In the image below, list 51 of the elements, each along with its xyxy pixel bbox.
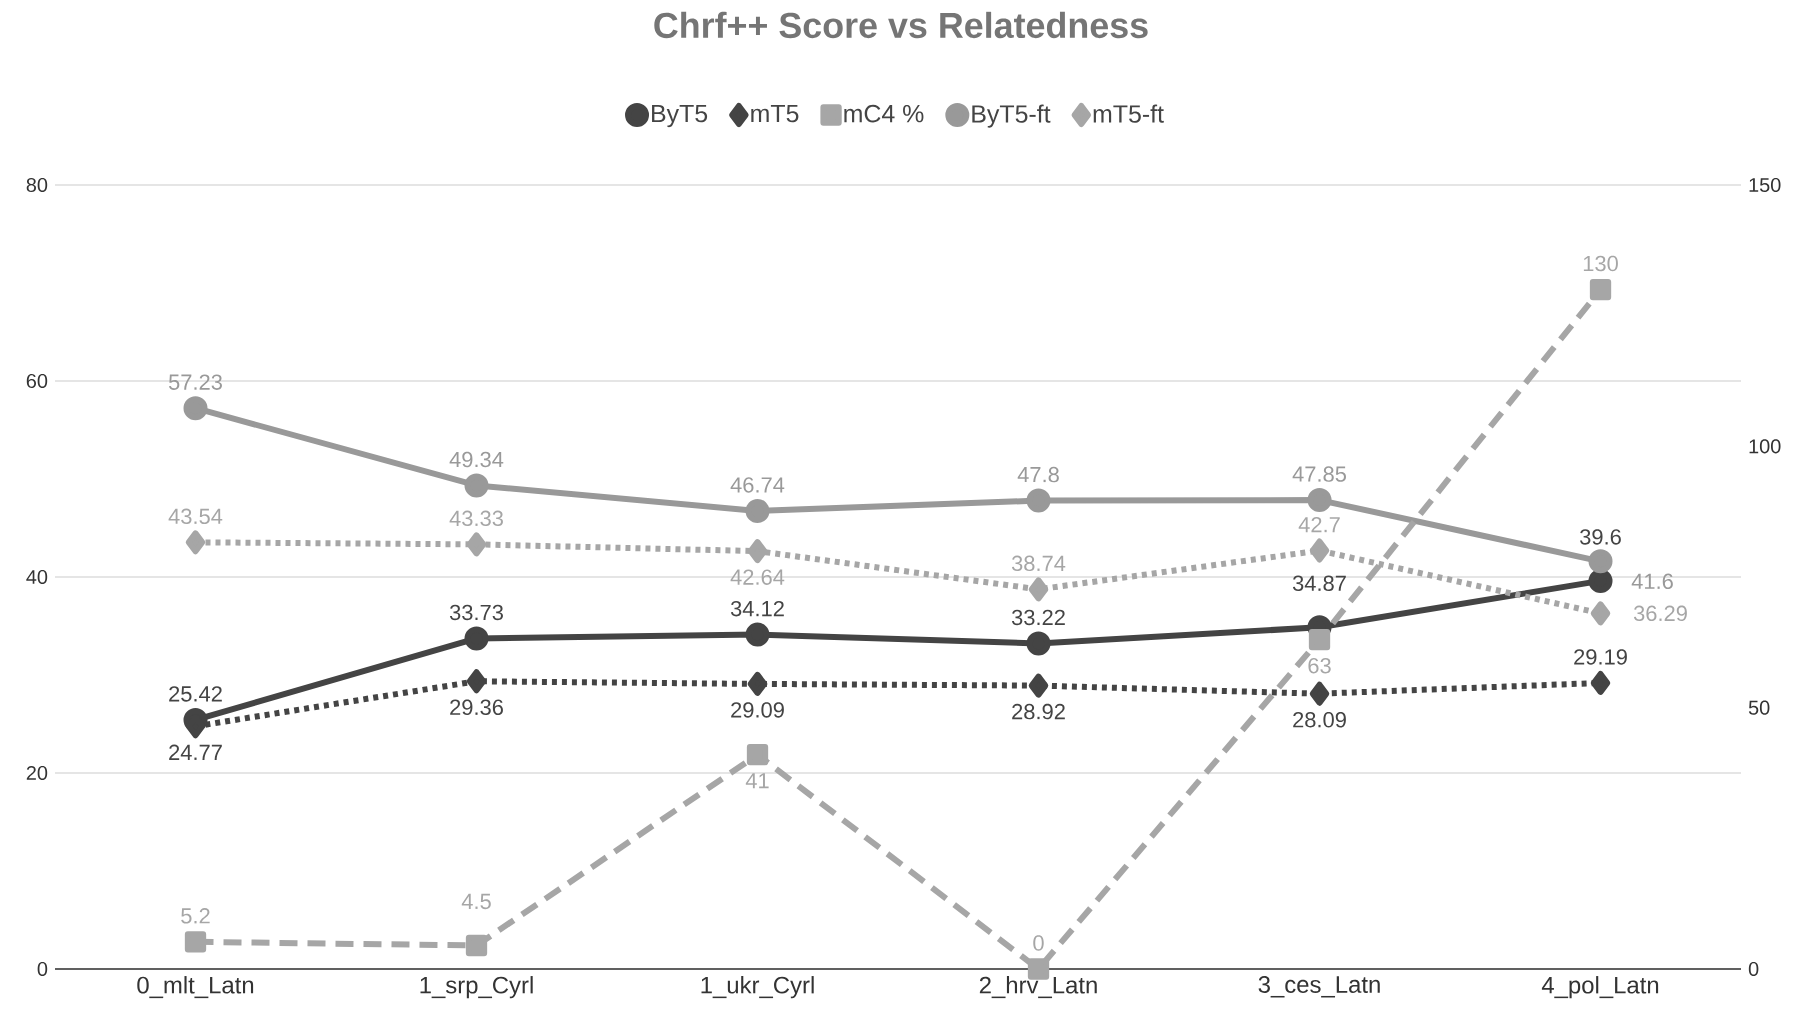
chart-title: Chrf++ Score vs Relatedness	[654, 11, 1148, 39]
data-label: 57.23	[168, 374, 222, 390]
data-label: 43.33	[449, 510, 503, 527]
y-tick-label: 80	[26, 177, 48, 193]
y2-tick-label: 50	[1748, 700, 1770, 715]
data-label: 33.22	[1011, 609, 1065, 626]
data-label: 39.6	[1580, 529, 1621, 545]
data-label: 42.64	[730, 569, 785, 585]
legend-label: ByT5	[652, 104, 708, 128]
data-label: 28.92	[1012, 703, 1065, 720]
y-tick-label: 20	[26, 765, 48, 781]
y-tick-label: 40	[26, 569, 48, 585]
legend-label: mT5-ft	[1093, 104, 1164, 123]
y2-tick-label: 0	[1748, 961, 1759, 977]
y-tick-label: 0	[37, 961, 48, 977]
data-label: 24.77	[169, 744, 222, 760]
data-label: 4.5	[461, 893, 491, 910]
data-label: 42.7	[1298, 516, 1340, 533]
data-label: 41	[745, 773, 769, 789]
data-label: 34.87	[1292, 575, 1346, 592]
data-label: 25.42	[169, 686, 222, 702]
data-label: 41.6	[1631, 573, 1673, 590]
legend-label: mT5	[751, 104, 799, 123]
data-label: 130	[1583, 255, 1618, 272]
legend-label: ByT5-ft	[972, 104, 1051, 128]
data-label: 36.29	[1633, 605, 1687, 622]
data-label: 47.85	[1292, 466, 1346, 482]
x-tick-label: 1_srp_Cyrl	[420, 976, 533, 999]
data-label: 43.54	[168, 508, 223, 525]
y-tick-label: 60	[26, 373, 48, 389]
y2-tick-label: 150	[1749, 177, 1781, 193]
data-label: 5.2	[181, 908, 210, 924]
x-tick-label: 0_mlt_Latn	[137, 976, 254, 999]
data-label: 0	[1033, 935, 1044, 951]
data-label: 33.73	[449, 604, 503, 621]
data-label: 29.19	[1574, 649, 1627, 665]
x-tick-label: 4_pol_Latn	[1541, 976, 1659, 999]
x-tick-label: 2_hrv_Latn	[979, 976, 1097, 999]
data-label: 49.34	[449, 451, 504, 468]
data-label: 34.12	[730, 600, 784, 617]
data-label: 28.09	[1293, 711, 1346, 728]
x-tick-label: 3_ces_Latn	[1258, 976, 1380, 998]
y2-tick-label: 100	[1749, 439, 1781, 454]
data-label: 63	[1308, 657, 1331, 674]
data-label: 29.36	[450, 699, 503, 716]
data-label: 46.74	[730, 477, 785, 493]
data-label: 47.8	[1017, 466, 1059, 483]
data-label: 38.74	[1011, 555, 1066, 572]
x-tick-label: 1_ukr_Cyrl	[701, 976, 814, 999]
data-label: 29.09	[731, 702, 784, 718]
legend-label: mC4 %	[844, 104, 924, 123]
